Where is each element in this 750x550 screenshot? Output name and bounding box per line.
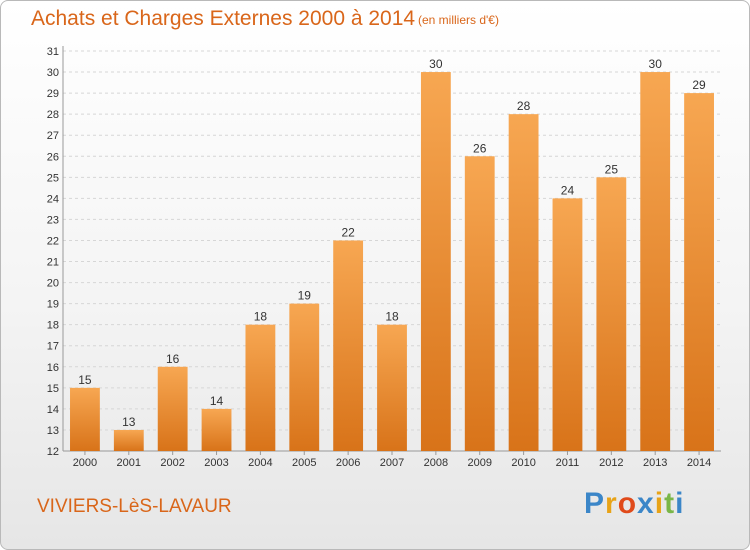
x-tick-label: 2004 xyxy=(248,457,272,469)
y-tick-label: 18 xyxy=(47,320,59,332)
logo-letter: r xyxy=(605,487,618,520)
data-label-2013: 30 xyxy=(649,57,663,71)
y-tick-label: 22 xyxy=(47,235,59,247)
bar-2014 xyxy=(684,93,714,452)
data-label-2002: 16 xyxy=(166,352,180,366)
logo-letter: x xyxy=(637,487,655,520)
x-tick-label: 2002 xyxy=(160,457,184,469)
bar-2012 xyxy=(596,177,627,451)
y-tick-label: 15 xyxy=(47,383,59,395)
data-label-2006: 22 xyxy=(341,225,355,239)
data-label-2009: 26 xyxy=(473,141,487,155)
x-tick-label: 2005 xyxy=(292,457,316,469)
y-tick-label: 28 xyxy=(47,109,59,121)
chart-subtitle: (en milliers d'€) xyxy=(418,13,499,27)
bar-2010 xyxy=(508,114,539,451)
chart-title: Achats et Charges Externes 2000 à 2014 xyxy=(31,7,416,30)
data-label-2007: 18 xyxy=(385,310,399,324)
data-label-2011: 24 xyxy=(561,183,575,197)
x-tick-label: 2009 xyxy=(467,457,491,469)
x-tick-label: 2008 xyxy=(424,457,448,469)
bar-2002 xyxy=(157,366,188,451)
bar-2000 xyxy=(70,387,100,451)
proxiti-logo: Proxiti xyxy=(584,487,684,521)
y-tick-labels: 12 13 14 15 16 17 18 19 20 21 22 23 24 25 26 27 28 29 30 31 xyxy=(47,46,59,458)
x-tick-label: 2010 xyxy=(511,457,535,469)
x-tick-labels: 2000 2001 2002 2003 2004 2005 2006 2007 2008 2009… xyxy=(73,451,711,469)
data-label-2000: 15 xyxy=(78,373,92,387)
bar-2005 xyxy=(289,303,320,451)
y-tick-label: 12 xyxy=(47,446,59,458)
logo-letter: i xyxy=(675,487,685,520)
x-tick-label: 2011 xyxy=(556,457,580,469)
x-tick-label: 2000 xyxy=(73,457,97,469)
data-label-2005: 19 xyxy=(298,289,312,303)
x-tick-label: 2012 xyxy=(599,457,623,469)
x-tick-label: 2006 xyxy=(336,457,360,469)
y-tick-label: 31 xyxy=(47,46,59,58)
bar-2011 xyxy=(552,198,583,451)
y-tick-label: 20 xyxy=(47,278,59,290)
y-tick-label: 14 xyxy=(47,404,59,416)
y-tick-label: 17 xyxy=(47,341,59,353)
logo-letter: t xyxy=(664,487,676,520)
y-tick-label: 24 xyxy=(47,193,59,205)
y-tick-label: 21 xyxy=(47,257,59,269)
y-tick-label: 29 xyxy=(47,88,59,100)
bar-2006 xyxy=(333,240,364,451)
data-label-2003: 14 xyxy=(210,394,224,408)
data-label-2001: 13 xyxy=(122,415,136,429)
x-tick-label: 2003 xyxy=(204,457,228,469)
x-tick-label: 2007 xyxy=(380,457,404,469)
bar-2009 xyxy=(464,156,495,451)
x-tick-label: 2001 xyxy=(117,457,141,469)
logo-letter: i xyxy=(654,487,665,520)
y-tick-label: 27 xyxy=(47,130,59,142)
bar-2008 xyxy=(420,72,451,451)
logo-letter: o xyxy=(617,487,638,520)
x-tick-label: 2014 xyxy=(687,457,711,469)
bar-2013 xyxy=(640,72,671,451)
x-tick-label: 2013 xyxy=(643,457,667,469)
logo-letter: P xyxy=(584,487,606,520)
bars xyxy=(70,72,714,452)
bar-2004 xyxy=(245,324,276,451)
data-label-2008: 30 xyxy=(429,57,443,71)
bar-2003 xyxy=(201,408,232,451)
y-tick-label: 26 xyxy=(47,151,59,163)
data-label-2012: 25 xyxy=(605,162,619,176)
data-labels: 15 13 16 14 18 19 22 18 30 26 28 24 25 30 29 xyxy=(78,57,706,429)
y-tick-label: 23 xyxy=(47,214,59,226)
y-tick-label: 25 xyxy=(47,172,59,184)
y-tick-label: 16 xyxy=(47,362,59,374)
y-tick-label: 13 xyxy=(47,425,59,437)
data-label-2004: 18 xyxy=(254,310,268,324)
y-tick-label: 30 xyxy=(47,67,59,79)
data-label-2014: 29 xyxy=(692,78,706,92)
location-name: VIVIERS-LèS-LAVAUR xyxy=(37,496,232,517)
y-tick-label: 19 xyxy=(47,299,59,311)
data-label-2010: 28 xyxy=(517,99,531,113)
bar-2001 xyxy=(113,429,144,451)
bar-2007 xyxy=(377,324,407,451)
